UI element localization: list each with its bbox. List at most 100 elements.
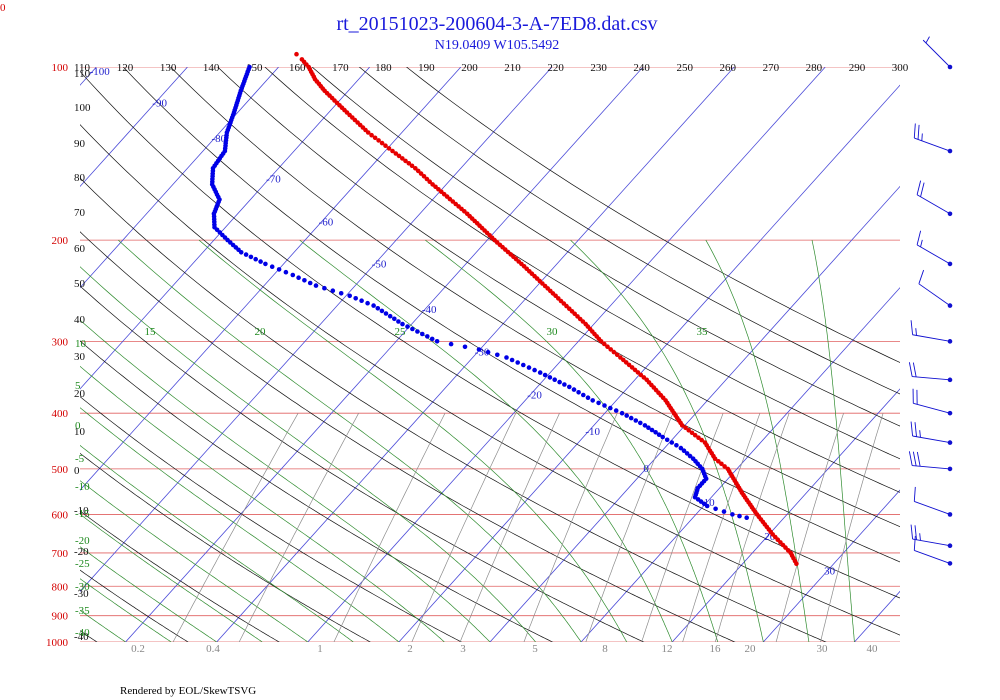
moist-adiabat-left-label: -30 (75, 581, 90, 593)
wind-barb-shaft (912, 435, 951, 444)
wind-barb-flag (910, 421, 914, 437)
dewpoint-point (619, 410, 625, 416)
isotherm-label: 10 (704, 497, 716, 509)
mixing-ratio-line (172, 413, 299, 642)
dewpoint-point (660, 434, 665, 440)
wind-barb-shaft (914, 549, 951, 564)
footer-credit: Rendered by EOL/SkewTSVG (120, 685, 256, 697)
dewpoint-point (247, 64, 252, 70)
wind-barb-flag (914, 422, 917, 437)
mixing-ratio-line (714, 413, 790, 642)
dewpoint-point (365, 300, 370, 306)
theta-left-label: 20 (74, 388, 86, 400)
mixing-ratio-label: 8 (602, 643, 608, 655)
temperature-point (400, 156, 405, 161)
dewpoint-point (633, 418, 639, 423)
dewpoint-point (646, 425, 651, 431)
dewpoint-point (552, 377, 557, 383)
pressure-tick-label: 600 (52, 509, 69, 521)
wind-barb-flag (910, 524, 914, 540)
temperature-point (683, 425, 688, 431)
wind-barb (913, 486, 953, 517)
dewpoint-point (405, 324, 410, 329)
mixing-ratio-label: 30 (817, 643, 829, 655)
wind-barb-flag (916, 230, 922, 246)
dewpoint-point (678, 445, 684, 451)
dewpoint-point (613, 408, 619, 413)
wind-barb (912, 388, 953, 416)
wind-barb-half-flag (919, 430, 921, 438)
wind-barb (916, 180, 953, 217)
wind-barb-half-flag (915, 328, 917, 336)
dry-adiabat-line (80, 510, 280, 642)
dry-adiabat-line (405, 67, 900, 363)
theta-left-label: -40 (74, 631, 89, 643)
temperature-point (719, 461, 724, 467)
wind-barb (908, 451, 953, 472)
mixing-ratio-line (459, 413, 560, 642)
wind-barb-column (908, 36, 953, 566)
theta-top-label: 130 (160, 62, 177, 74)
wind-barb-flag (913, 486, 916, 502)
dewpoint-point (547, 375, 553, 380)
wind-barb (908, 362, 953, 383)
theta-left-label: 80 (74, 172, 86, 184)
wind-barb (922, 36, 953, 70)
dry-adiabat-line (170, 67, 900, 528)
theta-top-label: 270 (763, 62, 780, 74)
dewpoint-point (476, 347, 482, 352)
dewpoint-point (585, 395, 591, 401)
wind-barb-flag (908, 362, 913, 377)
temperature-point (369, 132, 374, 138)
wind-barb-flag (916, 180, 922, 195)
dewpoint-point (495, 352, 500, 358)
isotherm-line (854, 590, 900, 642)
mixing-ratio-line (333, 413, 446, 642)
isotherm-line (0, 67, 5, 642)
dry-adiabat-line (80, 177, 827, 642)
theta-left-label: 50 (74, 278, 86, 290)
isotherm-label: 20 (764, 531, 776, 543)
moist-adiabat-left-label: -35 (75, 605, 90, 617)
moist-adiabat-line (811, 240, 855, 642)
dewpoint-point (576, 390, 581, 395)
dry-adiabat-line (80, 124, 900, 636)
moist-adiabat-line (80, 546, 217, 642)
theta-top-label: 180 (375, 62, 392, 74)
dewpoint-point (669, 440, 675, 445)
chart-subtitle: N19.0409 W105.5492 (435, 38, 560, 53)
theta-left-label: -30 (74, 588, 89, 600)
theta-left-label: -10 (74, 505, 89, 517)
wind-barb (916, 230, 953, 267)
dewpoint-point (322, 285, 327, 291)
moist-adiabat-top-label: 30 (547, 326, 559, 338)
dewpoint-point (429, 336, 435, 342)
isotherm-line (398, 84, 900, 642)
dewpoint-point (269, 264, 275, 270)
moist-adiabat-line (80, 407, 400, 642)
temperature-point (383, 143, 388, 148)
dewpoint-point (383, 311, 389, 316)
temperature-point (372, 135, 378, 141)
isotherm-label: -70 (266, 173, 281, 185)
mixing-ratio-label: 2 (407, 643, 413, 655)
isotherm-line (763, 489, 900, 642)
theta-top-label: 170 (332, 62, 349, 74)
pressure-tick-label: 700 (52, 548, 69, 560)
temperature-point (605, 344, 610, 350)
isotherm-label: -50 (372, 259, 387, 271)
isotherm-line (580, 287, 900, 642)
temperature-point (430, 182, 435, 187)
dewpoint-point (371, 303, 376, 308)
isotherm-label: -10 (585, 426, 600, 438)
pressure-tick-label: 1000 (46, 637, 69, 649)
theta-top-label: 190 (418, 62, 435, 74)
wind-barb-shaft (922, 39, 951, 68)
theta-left-label: 10 (74, 426, 86, 438)
temperature-point (386, 146, 392, 151)
dewpoint-point (638, 420, 643, 426)
temperature-point (608, 347, 613, 352)
temperature-point (702, 440, 708, 445)
isotherm-line (80, 67, 371, 390)
mixing-ratio-label: 1 (317, 643, 323, 655)
